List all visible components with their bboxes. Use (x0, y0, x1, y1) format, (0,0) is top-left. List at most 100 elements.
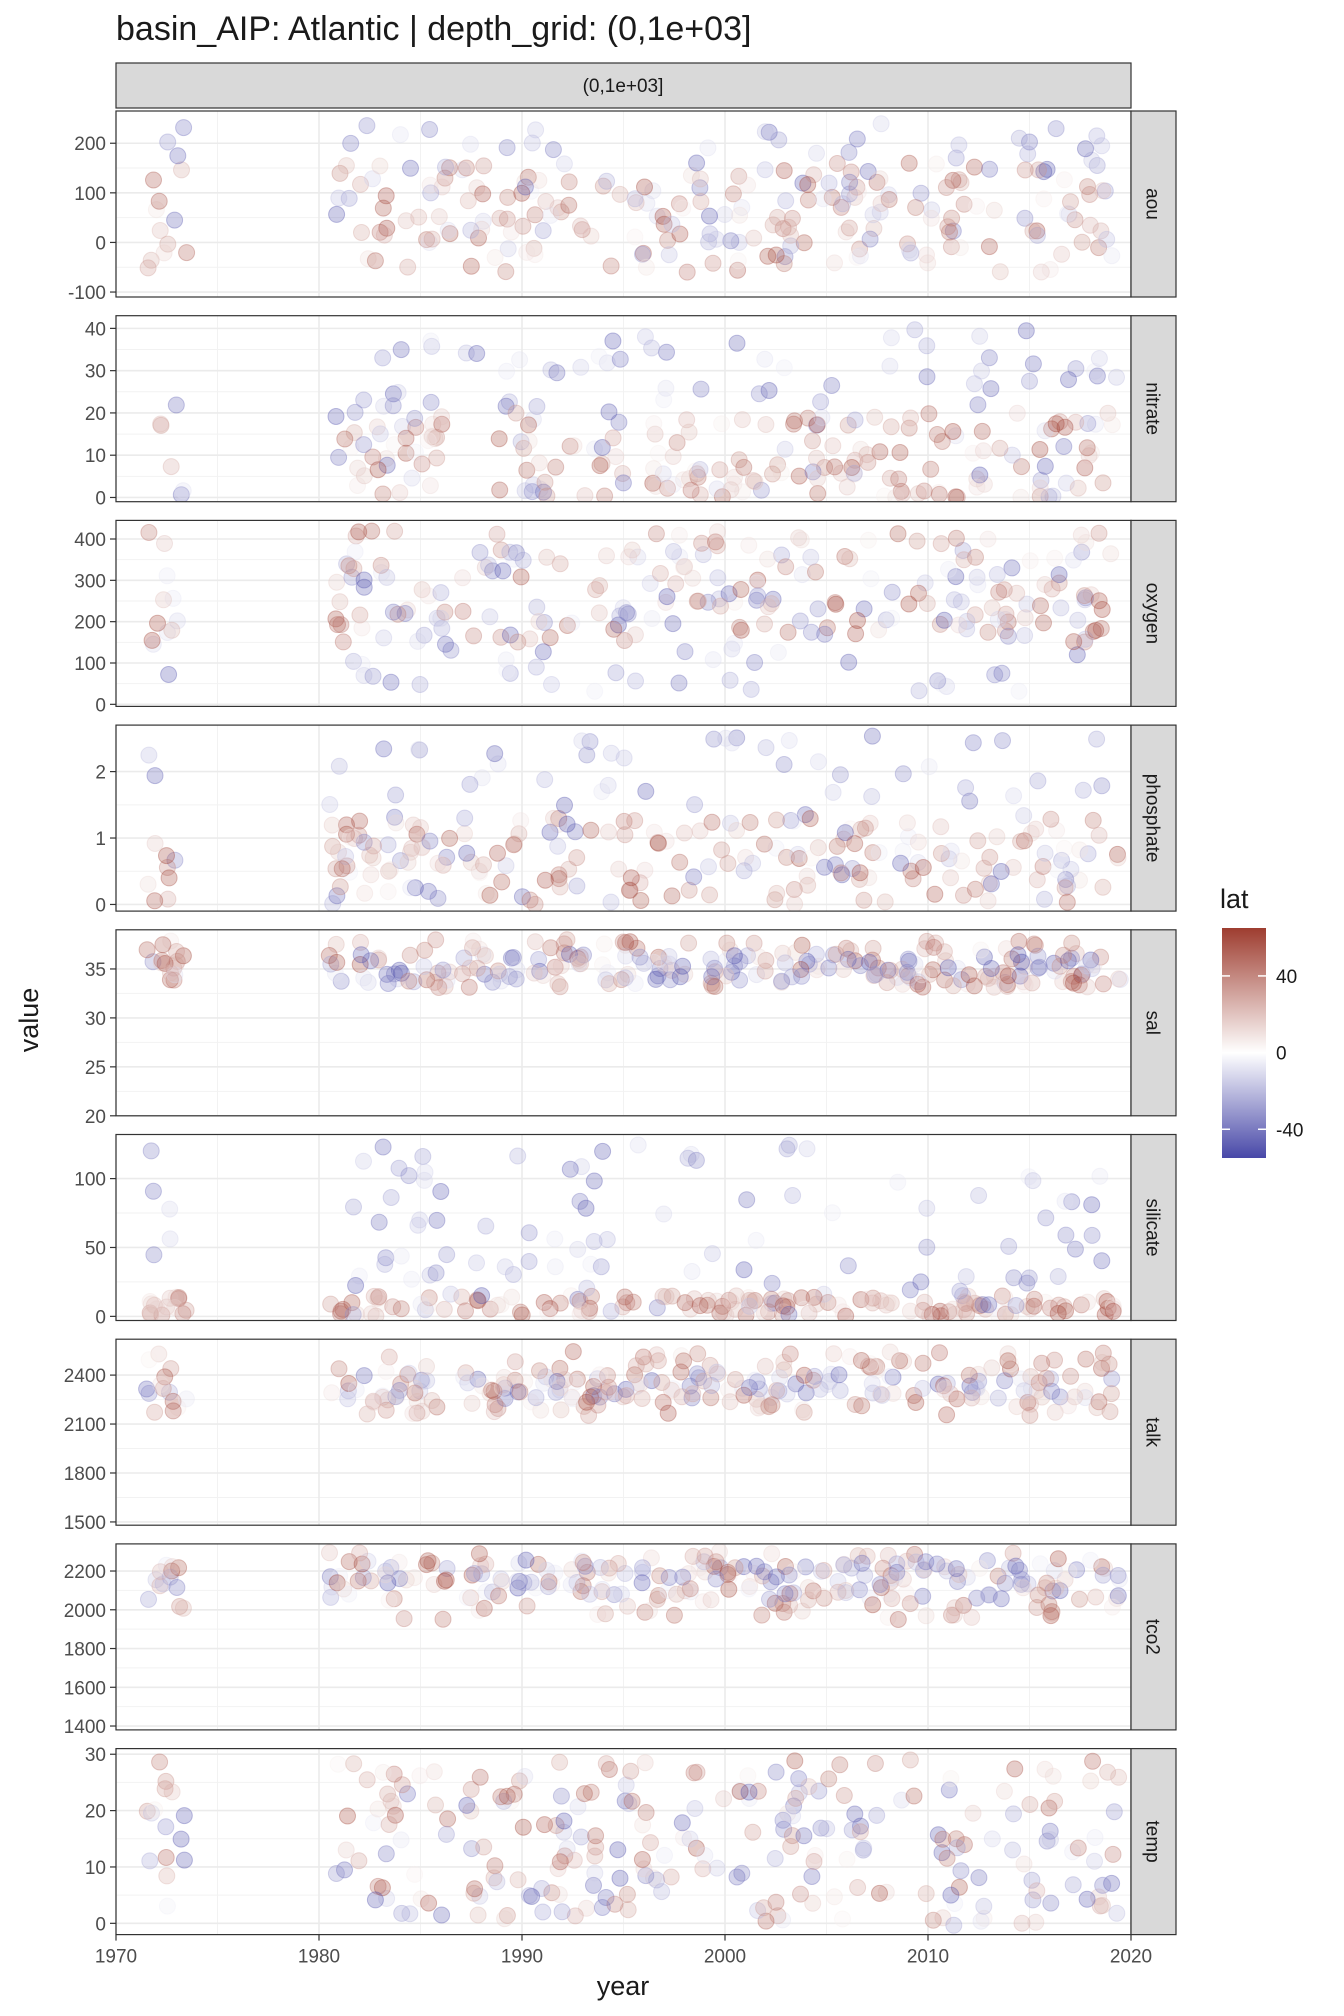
data-point (1037, 1369, 1055, 1387)
data-point (749, 1399, 767, 1417)
data-point (1093, 1558, 1111, 1576)
data-point (1066, 1240, 1084, 1258)
data-point (1010, 129, 1028, 147)
data-point (346, 403, 364, 421)
data-point (327, 1865, 345, 1882)
data-point (963, 1389, 981, 1407)
data-point (1109, 1567, 1127, 1584)
data-point (654, 1393, 672, 1411)
data-point (534, 643, 552, 661)
data-point (439, 1810, 457, 1828)
data-point (355, 578, 373, 596)
data-point (392, 852, 409, 870)
data-point (1032, 263, 1050, 281)
data-point (388, 970, 406, 988)
data-point (631, 874, 649, 892)
data-point (323, 816, 341, 834)
data-point (670, 526, 688, 544)
data-point (524, 476, 542, 494)
data-point (338, 825, 355, 843)
data-point (1090, 239, 1108, 257)
data-point (415, 626, 433, 644)
data-point (702, 950, 720, 968)
data-point (491, 481, 509, 499)
y-tick-label: 0 (95, 695, 106, 716)
data-point (337, 1841, 355, 1859)
data-point (916, 1293, 934, 1311)
data-point (882, 329, 900, 347)
data-point (1073, 233, 1091, 251)
data-point (427, 1264, 445, 1282)
data-point (385, 1765, 403, 1783)
data-point (157, 1818, 175, 1836)
data-point (678, 263, 696, 281)
data-point (774, 1911, 792, 1929)
data-point (695, 1553, 713, 1571)
data-point (402, 843, 419, 861)
data-point (508, 1572, 526, 1590)
data-point (1038, 1574, 1056, 1592)
data-point (473, 769, 491, 787)
data-point (1057, 1226, 1075, 1244)
data-point (527, 658, 545, 676)
data-point (866, 1357, 884, 1375)
data-point (918, 1238, 936, 1256)
data-point (681, 470, 698, 488)
data-point (767, 246, 785, 264)
data-point (726, 1371, 744, 1388)
data-point (516, 1373, 534, 1391)
data-point (894, 765, 912, 783)
data-point (604, 429, 622, 447)
data-point (616, 1792, 634, 1810)
data-point (327, 860, 345, 878)
data-point (750, 948, 768, 966)
data-point (627, 194, 645, 212)
data-point (888, 968, 906, 986)
y-tick-label: 35 (85, 960, 106, 981)
data-point (422, 184, 440, 202)
data-point (892, 482, 910, 500)
data-point (392, 1247, 410, 1265)
data-point (774, 944, 792, 962)
data-point (373, 564, 390, 582)
data-point (814, 190, 832, 208)
data-point (1073, 543, 1091, 561)
data-point (537, 1368, 555, 1386)
data-point (1055, 438, 1073, 455)
data-point (1094, 1566, 1112, 1584)
data-point (387, 786, 405, 804)
data-point (470, 229, 487, 247)
data-point (985, 978, 1003, 996)
data-point (883, 609, 901, 627)
data-point (516, 482, 534, 500)
data-point (642, 1834, 659, 1852)
data-point (836, 548, 854, 565)
data-point (1042, 1894, 1060, 1912)
data-point (587, 1827, 605, 1845)
data-point (418, 1358, 435, 1375)
data-point (1108, 1590, 1126, 1607)
data-point (1100, 1355, 1118, 1373)
data-point (775, 1603, 793, 1621)
data-point (853, 1397, 871, 1415)
data-point (374, 199, 392, 217)
data-point (513, 1306, 531, 1321)
data-point (942, 1770, 960, 1787)
data-point (876, 893, 894, 911)
data-point (340, 1553, 358, 1571)
data-point (968, 1379, 986, 1397)
data-point (1077, 140, 1094, 158)
data-point (154, 1575, 172, 1593)
data-point (553, 1903, 571, 1921)
data-point (555, 1823, 573, 1841)
data-point (721, 941, 739, 959)
data-point (536, 1816, 553, 1834)
data-point (334, 633, 352, 651)
data-point (165, 959, 183, 977)
data-point (658, 343, 675, 361)
data-point (811, 1380, 829, 1398)
data-point (914, 1379, 932, 1397)
data-point (673, 1814, 691, 1832)
data-point (1103, 1370, 1121, 1388)
data-point (841, 1348, 859, 1366)
